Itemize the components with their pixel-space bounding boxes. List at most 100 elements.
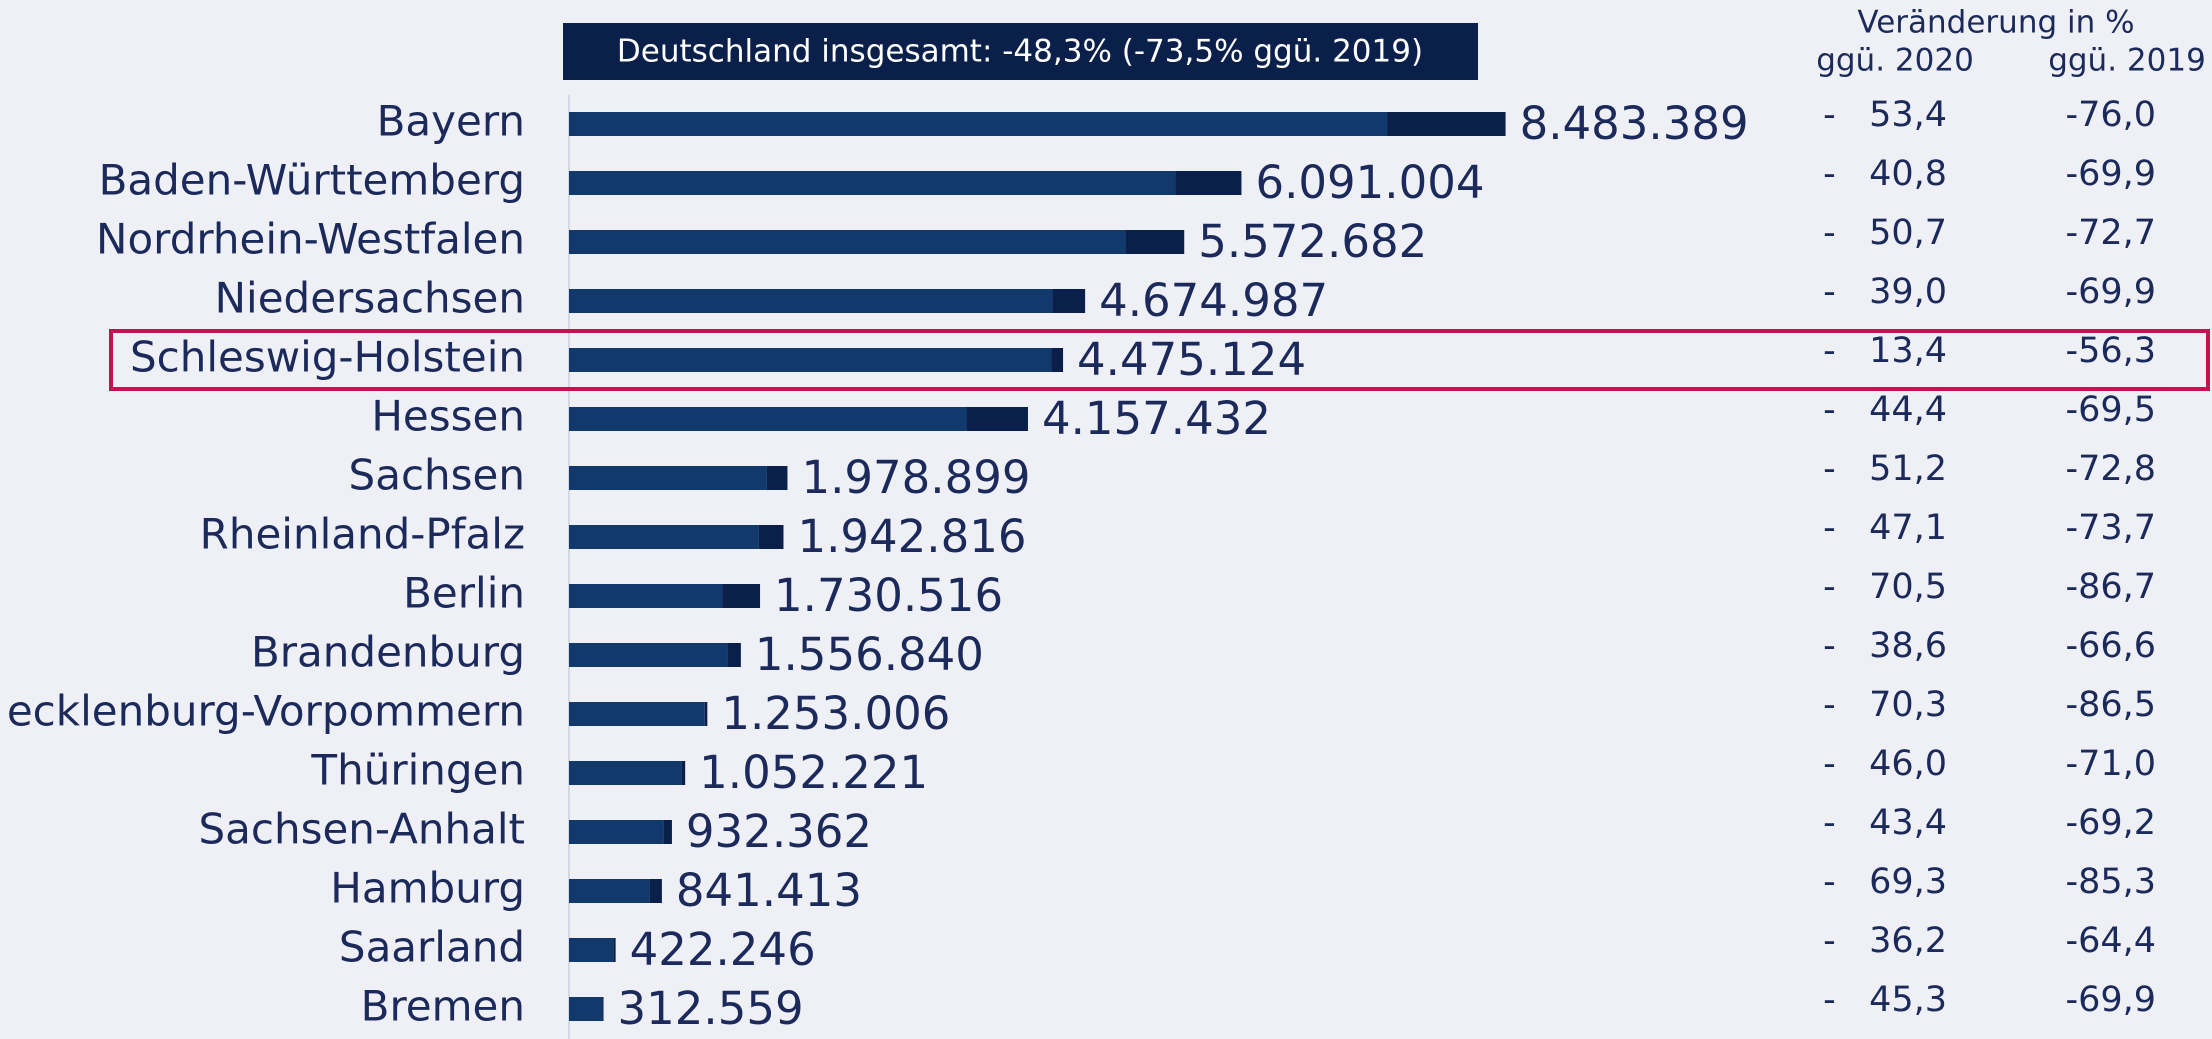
table-value: - 69,3 [1823, 862, 1947, 902]
table-value: - 38,6 [1823, 626, 1947, 666]
category-label: Sachsen-Anhalt [198, 805, 525, 854]
value-label: 422.246 [630, 923, 816, 976]
table-value: - 47,1 [1823, 508, 1947, 548]
category-label: Bayern [377, 97, 525, 146]
table-value: - 43,4 [1823, 803, 1947, 843]
table-value: - 51,2 [1823, 449, 1947, 489]
value-label: 312.559 [618, 982, 804, 1035]
annotation-banner [563, 23, 1478, 80]
table-value: -86,5 [2065, 685, 2156, 725]
value-label: 6.091.004 [1255, 156, 1484, 209]
value-label: 841.413 [676, 864, 862, 917]
table-value: - 39,0 [1823, 272, 1947, 312]
bar-segment [569, 466, 767, 490]
table-value: -73,7 [2065, 508, 2156, 548]
table-title: Veränderung in % [1857, 5, 2134, 41]
bar-segment [569, 938, 614, 962]
bar [966, 407, 1028, 431]
bar-segment [569, 584, 723, 608]
category-label: Thüringen [310, 746, 525, 795]
annotation: Deutschland insgesamt: -48,3% (-73,5% gg… [617, 34, 1423, 70]
bar [727, 643, 741, 667]
category-label: Saarland [339, 923, 525, 972]
table-value: - 36,2 [1823, 921, 1947, 961]
bar-segment [569, 702, 705, 726]
table-value: -69,9 [2065, 154, 2156, 194]
bar-segment [569, 171, 1176, 195]
column-header: ggü. 2020 [1816, 43, 1974, 79]
bar [613, 938, 616, 962]
category-label: Sachsen [349, 451, 525, 500]
table-value: -64,4 [2065, 921, 2156, 961]
value-label: 4.157.432 [1042, 392, 1271, 445]
bar [1052, 289, 1086, 313]
bar [681, 761, 686, 785]
bar-segment [569, 820, 664, 844]
bar [602, 997, 604, 1021]
bar-segment [569, 761, 682, 785]
highlight-box [109, 329, 2210, 391]
table-value: - 44,4 [1823, 390, 1947, 430]
table-value: -72,8 [2065, 449, 2156, 489]
bar [649, 879, 662, 903]
category-label: Nordrhein-Westfalen [96, 215, 525, 264]
value-label: 8.483.389 [1520, 97, 1749, 150]
bar-segment [569, 643, 728, 667]
bar [766, 466, 788, 490]
table-value: -69,9 [2065, 980, 2156, 1020]
category-label: ecklenburg-Vorpommern [7, 687, 525, 736]
category-label: Berlin [403, 569, 525, 618]
category-label: Hamburg [330, 864, 525, 913]
table-value: -66,6 [2065, 626, 2156, 666]
bar-segment [569, 348, 1052, 372]
bar-segment [569, 230, 1126, 254]
column-header: ggü. 2019 [2048, 43, 2206, 79]
table-value: -76,0 [2065, 95, 2156, 135]
bar [1175, 171, 1242, 195]
category-label: Schleswig-Holstein [130, 333, 525, 382]
category-label: Hessen [371, 392, 525, 441]
value-label: 1.556.840 [755, 628, 984, 681]
bar-segment [569, 879, 650, 903]
table-value: - 13,4 [1823, 331, 1947, 371]
table-value: -56,3 [2065, 331, 2156, 371]
table-value: - 53,4 [1823, 95, 1947, 135]
value-label: 5.572.682 [1198, 215, 1427, 268]
value-label: 1.978.899 [801, 451, 1030, 504]
category-label: Niedersachsen [215, 274, 525, 323]
bar [1387, 112, 1506, 136]
bar-segment [569, 997, 603, 1021]
bar [722, 584, 761, 608]
table-value: -69,5 [2065, 390, 2156, 430]
bar-segment [569, 289, 1053, 313]
bar [704, 702, 708, 726]
table-value: - 46,0 [1823, 744, 1947, 784]
bar [1125, 230, 1185, 254]
table-value: -69,9 [2065, 272, 2156, 312]
value-label: 4.674.987 [1099, 274, 1328, 327]
value-label: 1.730.516 [774, 569, 1003, 622]
table-value: -71,0 [2065, 744, 2156, 784]
value-label: 1.052.221 [699, 746, 928, 799]
bar-segment [569, 525, 759, 549]
value-label: 4.475.124 [1077, 333, 1306, 386]
bar [1051, 348, 1064, 372]
table-value: - 70,3 [1823, 685, 1947, 725]
value-label: 932.362 [686, 805, 872, 858]
value-label: 1.253.006 [721, 687, 950, 740]
table-value: -72,7 [2065, 213, 2156, 253]
bar-segment [569, 407, 967, 431]
table-value: - 70,5 [1823, 567, 1947, 607]
bar [663, 820, 672, 844]
bar [758, 525, 784, 549]
table-value: -86,7 [2065, 567, 2156, 607]
category-label: Brandenburg [251, 628, 525, 677]
bar-segment [569, 112, 1388, 136]
value-label: 1.942.816 [797, 510, 1026, 563]
table-value: - 40,8 [1823, 154, 1947, 194]
category-label: Bremen [361, 982, 525, 1031]
table-value: - 50,7 [1823, 213, 1947, 253]
table-value: - 45,3 [1823, 980, 1947, 1020]
table-value: -85,3 [2065, 862, 2156, 902]
